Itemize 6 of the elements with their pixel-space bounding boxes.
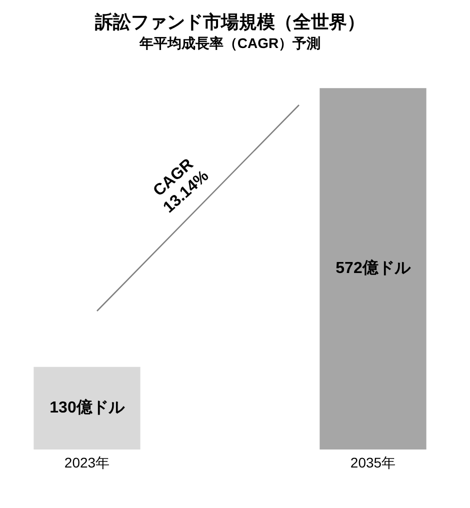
- data-label: 572億ドル: [336, 259, 412, 278]
- data-label: 130億ドル: [50, 398, 126, 417]
- x-tick-label: 2023年: [64, 454, 110, 470]
- x-tick-label: 2035年: [350, 454, 396, 470]
- chart-title: 訴訟ファンド市場規模（全世界）: [94, 12, 365, 32]
- chart-subtitle: 年平均成長率（CAGR）予測: [138, 34, 321, 51]
